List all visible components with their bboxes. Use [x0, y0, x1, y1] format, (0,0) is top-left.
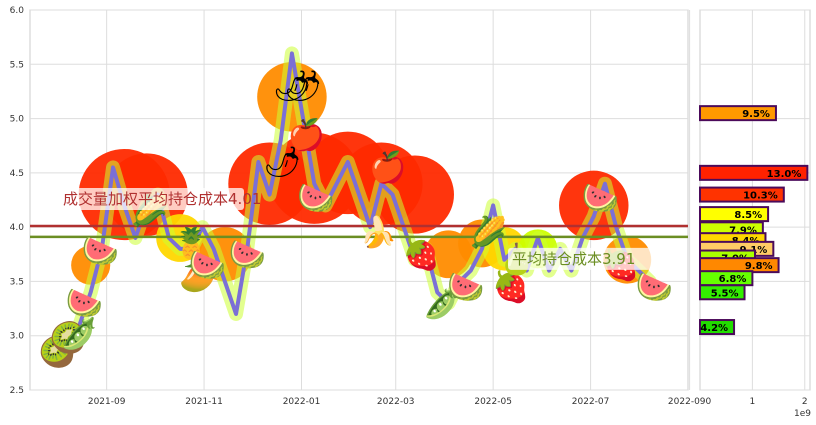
x-tick-label: 2022-05 — [474, 397, 512, 407]
watermelon-icon: 🍉 — [636, 270, 673, 305]
watermelon-slice-icon: 🍉 — [581, 181, 618, 216]
watermelon-icon: 🍉 — [66, 286, 103, 321]
reference-label-box — [58, 188, 244, 211]
y-tick-label: 4.5 — [10, 169, 24, 179]
volume-bar-label: 9.8% — [745, 261, 773, 272]
volume-bar-label: 13.0% — [767, 169, 802, 180]
reference-label-average-cost: 平均持仓成本3.91 — [512, 250, 635, 268]
watermelon-icon: 🍉 — [189, 248, 226, 283]
reference-label-box — [508, 247, 654, 270]
y-tick-label: 5.5 — [10, 60, 24, 70]
apple-icon: 🍎 — [288, 116, 325, 153]
y-tick-label: 3.5 — [10, 277, 24, 287]
watermelon-slice-icon: 🍉 — [297, 181, 334, 216]
pineapple-icon: 🍍 — [173, 225, 210, 261]
y-tick-label: 4.0 — [10, 223, 25, 233]
volume-bar — [699, 164, 809, 181]
x-tick-label: 2021-09 — [88, 397, 126, 407]
x-tick-label: 2022-090 — [668, 397, 712, 407]
kiwi-icon: 🥝 — [38, 332, 75, 370]
pea-icon: 🫛 — [423, 285, 460, 321]
apple-icon: 🍎 — [369, 148, 406, 185]
volume-bar-label: 5.5% — [711, 288, 739, 299]
y-tick-label: 2.5 — [10, 386, 24, 396]
volume-bar — [699, 284, 746, 301]
x-tick-label: 2022-01 — [283, 397, 321, 407]
x-tick-label: 2022-07 — [572, 397, 610, 407]
radish-icon: 🌶 — [284, 69, 322, 104]
main-plot-panel: 2.5 3.0 3.5 4.0 4.5 5.0 5.5 6.0 2021-09 2021-11 20… — [10, 6, 712, 407]
corn-icon: 🌽 — [470, 214, 507, 251]
volume-bar-label: 8.5% — [734, 210, 762, 221]
volume-bar-label: 9.5% — [742, 109, 770, 120]
volume-bar-panel: 121e99.5%13.0%10.3%8.5%7.9%8.4%9.1%7.0%9… — [699, 9, 811, 419]
y-tick-label: 5.0 — [10, 115, 25, 125]
side-axis-offset-label: 1e9 — [794, 409, 811, 419]
side-x-tick-label: 2 — [802, 397, 808, 407]
mango-icon: 🥭 — [179, 258, 216, 294]
kiwi-icon: 🥝 — [50, 318, 87, 356]
volume-bar-label: 4.2% — [700, 323, 728, 334]
volume-bar — [699, 319, 736, 336]
strawberry-icon: 🍓 — [492, 269, 529, 305]
volume-bar-label: 7.9% — [729, 225, 757, 236]
y-tick-label: 6.0 — [10, 6, 25, 16]
watermelon-slice-icon: 🍉 — [82, 234, 119, 269]
side-x-tick-label: 1 — [750, 397, 756, 407]
volume-bar-label: 10.3% — [743, 191, 778, 202]
pea-icon: 🫛 — [61, 316, 98, 352]
volume-bar — [699, 105, 777, 122]
x-tick-label: 2021-11 — [185, 397, 223, 407]
volume-bar — [699, 206, 770, 223]
volume-bar-label: 6.8% — [719, 274, 747, 285]
radish-icon: 🌶 — [273, 69, 311, 104]
y-tick-label: 3.0 — [10, 332, 25, 342]
volume-bar — [699, 186, 785, 203]
banana-icon: 🍌 — [359, 215, 396, 251]
radish-icon: 🌶 — [263, 145, 301, 180]
watermelon-slice-icon: 🍉 — [229, 237, 266, 272]
watermelon-icon: 🍉 — [447, 270, 484, 305]
strawberry-icon: 🍓 — [403, 236, 440, 272]
x-tick-label: 2022-03 — [377, 397, 415, 407]
reference-label-weighted-cost: 成交量加权平均持仓成本4.01 — [63, 190, 261, 208]
